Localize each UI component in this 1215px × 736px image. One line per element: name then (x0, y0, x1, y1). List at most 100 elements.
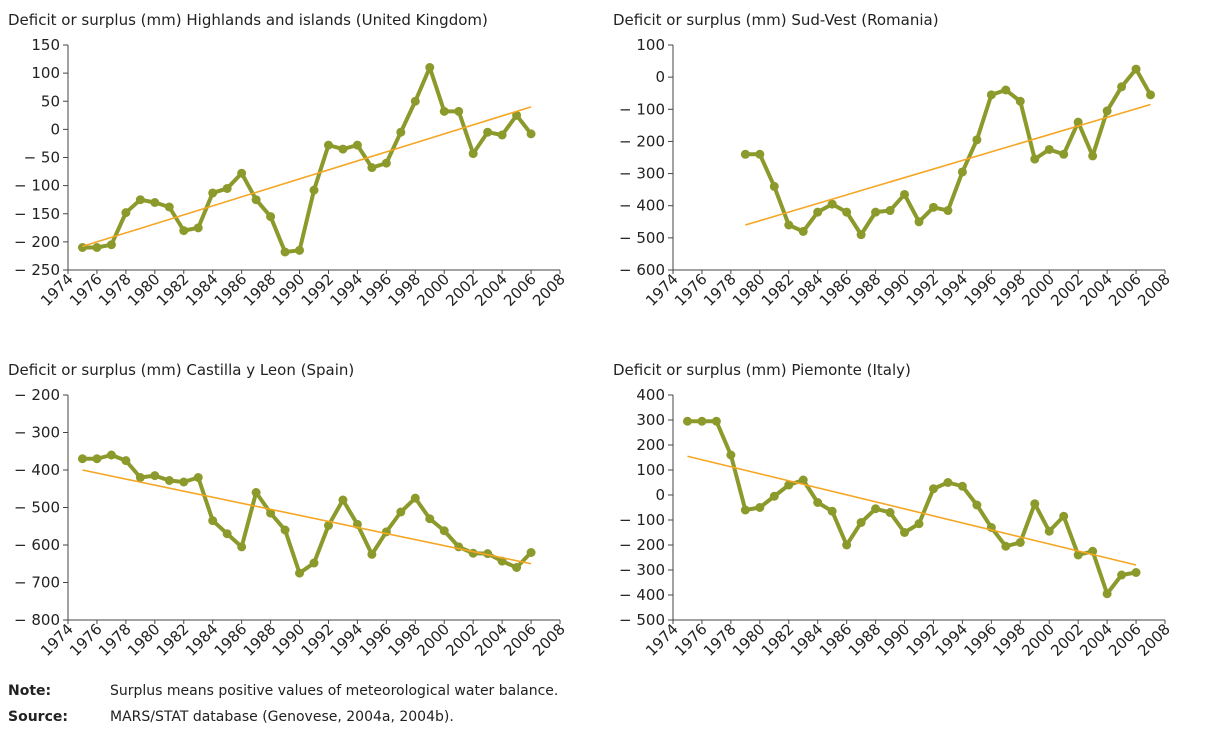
data-point (338, 144, 348, 154)
data-point (106, 450, 116, 460)
data-point (526, 129, 536, 139)
y-tick-label: − 600 (14, 536, 60, 554)
data-point (309, 558, 319, 568)
data-point (251, 488, 261, 497)
data-point (711, 416, 721, 426)
x-tick-label: 2008 (1134, 620, 1174, 660)
data-point (1146, 90, 1156, 100)
data-point (1044, 526, 1054, 536)
x-tick-label: 1976 (671, 270, 711, 310)
y-tick-label: − 200 (14, 233, 60, 251)
data-point (208, 188, 218, 198)
x-tick-label: 1990 (874, 620, 914, 660)
x-tick-label: 1990 (269, 270, 309, 310)
x-tick-label: 1998 (989, 620, 1029, 660)
data-point (1131, 64, 1141, 74)
y-tick-label: 0 (655, 486, 665, 504)
y-tick-label: − 300 (619, 165, 665, 183)
data-point (381, 527, 391, 537)
data-point (179, 477, 189, 487)
data-point (135, 473, 145, 482)
y-tick-label: − 150 (14, 205, 60, 223)
y-tick-label: − 200 (14, 386, 60, 404)
y-tick-label: 100 (31, 64, 60, 82)
x-tick-label: 1982 (153, 270, 193, 310)
x-tick-label: 1982 (153, 620, 193, 660)
data-point (92, 454, 102, 464)
x-tick-label: 1994 (327, 270, 367, 310)
y-tick-label: − 200 (619, 132, 665, 150)
data-line (82, 453, 533, 576)
data-point (381, 158, 391, 168)
x-tick-label: 1992 (903, 270, 943, 310)
x-tick-label: 2008 (529, 270, 569, 310)
x-tick-label: 1992 (903, 620, 943, 660)
x-tick-label: 1980 (729, 620, 769, 660)
x-tick-label: 1998 (989, 270, 1029, 310)
data-point (396, 507, 406, 517)
data-point (526, 548, 536, 557)
data-point (972, 500, 982, 510)
data-point (842, 207, 852, 217)
x-tick-label: 1984 (787, 620, 827, 660)
x-tick-label: 1988 (845, 620, 885, 660)
data-point (280, 247, 290, 257)
x-tick-label: 1980 (124, 270, 164, 310)
data-point (798, 226, 808, 236)
data-point (338, 495, 348, 505)
data-point (813, 207, 823, 217)
data-point (1102, 589, 1112, 599)
source-label: Source: (8, 709, 68, 725)
x-tick-label: 1978 (95, 270, 135, 310)
x-tick-label: 2000 (1018, 620, 1058, 660)
data-point (468, 548, 478, 558)
x-tick-label: 2006 (500, 620, 540, 660)
x-tick-label: 1994 (327, 620, 367, 660)
data-point (928, 202, 938, 212)
y-tick-label: 0 (50, 120, 60, 138)
y-tick-label: − 500 (619, 611, 665, 629)
data-point (352, 140, 362, 150)
data-point (827, 506, 837, 516)
data-point (798, 475, 808, 485)
data-point (323, 521, 333, 530)
y-tick-label: 300 (636, 411, 665, 429)
data-point (309, 185, 319, 195)
data-point (682, 416, 692, 426)
data-point (957, 481, 967, 491)
y-tick-label: − 100 (619, 511, 665, 529)
data-point (813, 498, 823, 507)
data-point (135, 195, 145, 205)
data-point (957, 167, 967, 177)
data-point (900, 189, 910, 199)
chart-title: Deficit or surplus (mm) Sud-Vest (Romani… (613, 11, 939, 29)
data-point (784, 480, 794, 490)
data-point (842, 540, 852, 550)
data-point (856, 230, 866, 240)
data-point (914, 217, 924, 227)
data-point (900, 528, 910, 537)
chart-title: Deficit or surplus (mm) Piemonte (Italy) (613, 361, 911, 379)
data-point (1059, 511, 1069, 521)
data-point (150, 198, 160, 207)
note-label: Note: (8, 683, 51, 699)
data-point (1001, 541, 1011, 551)
x-tick-label: 2006 (1105, 270, 1145, 310)
x-tick-label: 1996 (355, 620, 395, 660)
data-point (121, 456, 131, 466)
y-tick-label: − 400 (14, 461, 60, 479)
y-tick-label: − 100 (619, 100, 665, 118)
data-point (323, 140, 333, 150)
y-tick-label: − 500 (619, 229, 665, 247)
data-point (266, 508, 276, 518)
y-tick-label: 0 (655, 68, 665, 86)
data-point (1001, 85, 1011, 95)
x-tick-label: 2004 (1076, 270, 1116, 310)
data-point (425, 514, 435, 524)
x-tick-label: 2004 (471, 270, 511, 310)
data-point (483, 127, 493, 137)
data-point (1117, 82, 1127, 92)
y-tick-label: − 50 (24, 149, 60, 167)
data-point (410, 96, 420, 106)
